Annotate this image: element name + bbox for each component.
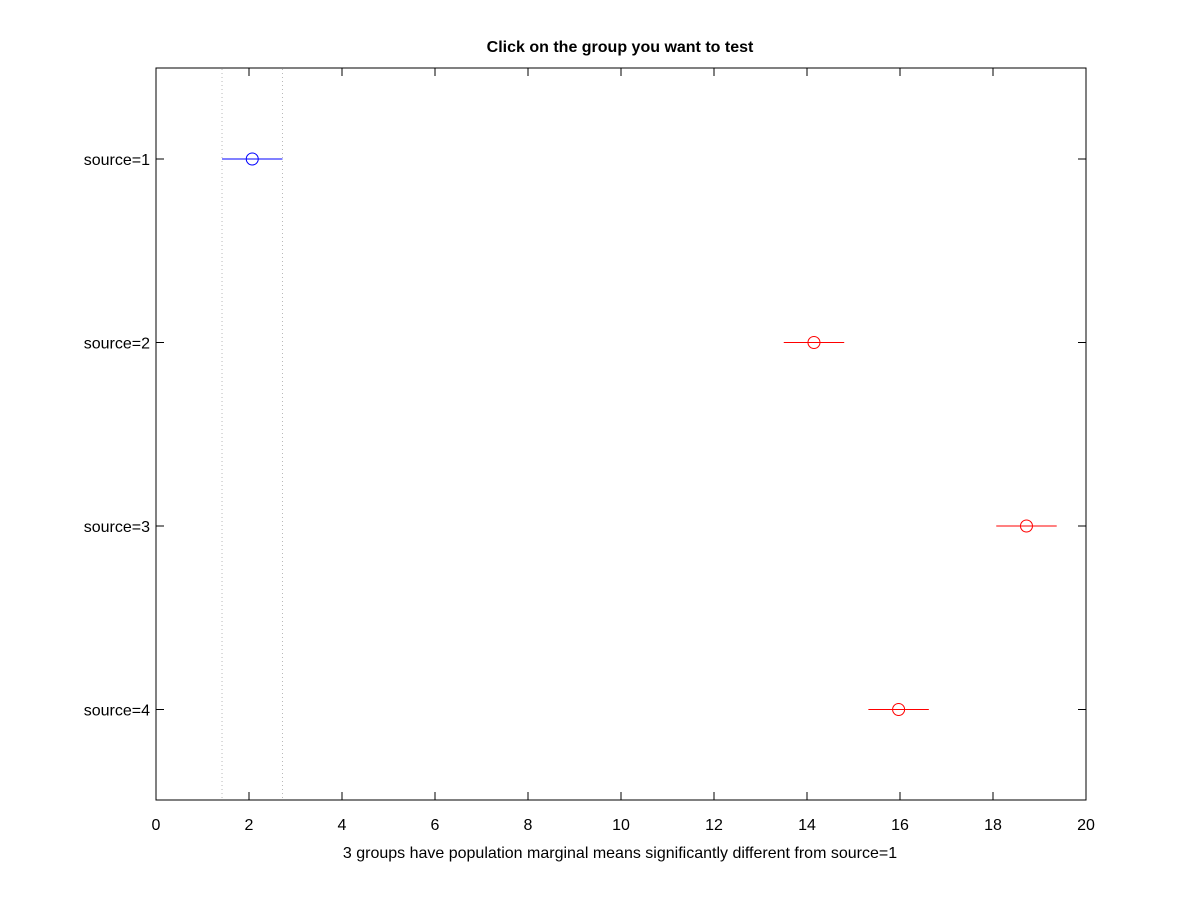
x-tick-label: 10 [612,817,630,834]
y-tick-label: source=4 [84,703,150,720]
x-tick-label: 16 [891,817,909,834]
y-tick-label: source=1 [84,152,150,169]
mean-marker[interactable] [245,152,259,166]
mean-marker[interactable] [892,703,906,716]
y-tick-label: source=3 [84,519,150,536]
group-interval[interactable] [868,703,929,716]
y-tick-labels: source=1 source=2 source=3 source=4 [84,152,150,720]
y-tick-label: source=2 [84,336,150,353]
mean-marker[interactable] [1019,519,1033,533]
x-axis-label: 3 groups have population marginal means … [343,845,897,862]
group-interval[interactable] [996,519,1057,533]
x-tick-label: 4 [338,817,347,834]
x-tick-label: 2 [245,817,254,834]
x-tick-label: 0 [152,817,161,834]
mean-marker[interactable] [807,336,821,349]
x-tick-label: 6 [431,817,440,834]
group-interval[interactable] [222,152,283,166]
x-tick-label: 8 [524,817,533,834]
chart-title: Click on the group you want to test [487,39,754,56]
axis-ticks [155,68,1087,800]
x-tick-label: 12 [705,817,723,834]
x-tick-label: 20 [1077,817,1095,834]
x-tick-label: 18 [984,817,1002,834]
group-intervals[interactable] [222,152,1057,716]
x-tick-label: 14 [798,817,816,834]
x-tick-labels: 0 2 4 6 8 10 12 14 16 18 20 [152,817,1095,834]
plot-area[interactable] [155,67,1087,801]
group-interval[interactable] [783,336,845,349]
reference-lines [221,69,283,799]
